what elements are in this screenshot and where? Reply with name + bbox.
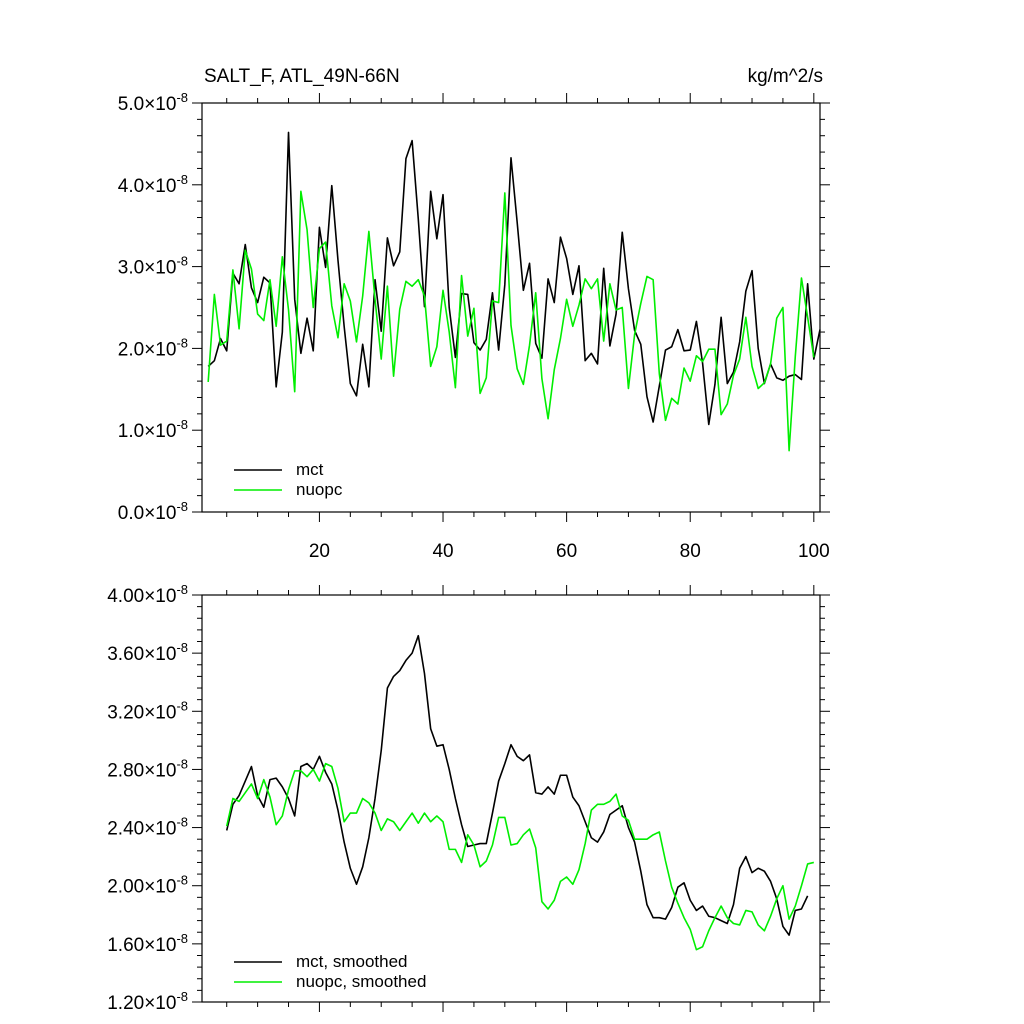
series-line-mct: [207, 131, 821, 426]
y-tick-times: ×10: [144, 760, 176, 781]
y-tick-label: 1.20×10-8: [107, 989, 188, 1014]
y-tick-times: ×10: [144, 258, 176, 279]
x-tick-label: 100: [798, 541, 830, 562]
y-tick-exponent: -8: [176, 417, 188, 432]
y-tick-mantissa: 3.60: [107, 644, 144, 665]
y-tick-label: 0.0×10-8: [118, 499, 188, 524]
y-tick-exponent: -8: [176, 989, 188, 1004]
y-tick-mantissa: 2.40: [107, 819, 144, 840]
top-plot-frame: [201, 102, 821, 513]
y-tick-exponent: -8: [176, 698, 188, 713]
y-tick-exponent: -8: [176, 90, 188, 105]
y-tick-exponent: -8: [176, 815, 188, 830]
y-tick-exponent: -8: [176, 582, 188, 597]
y-tick-mantissa: 2.0: [118, 339, 144, 360]
legend-label: nuopc: [296, 480, 343, 499]
series-line-nuopc: [207, 190, 815, 452]
series-line-nuopc-smoothed: [225, 762, 815, 951]
y-tick-times: ×10: [144, 586, 176, 607]
legend-label: nuopc, smoothed: [296, 972, 426, 991]
top-series-lines: [207, 131, 821, 452]
y-tick-times: ×10: [144, 702, 176, 723]
y-tick-mantissa: 1.20: [107, 993, 144, 1014]
y-tick-label: 2.40×10-8: [107, 815, 188, 840]
x-tick-label: 80: [680, 541, 701, 562]
x-tick-label: 20: [309, 541, 330, 562]
top-ticks: [192, 93, 830, 522]
y-tick-label: 3.0×10-8: [118, 254, 188, 279]
y-tick-exponent: -8: [176, 499, 188, 514]
y-tick-times: ×10: [144, 993, 176, 1014]
top-panel: SALT_F, ATL_49N-66N kg/m^2/s 0.0×10-81.0…: [118, 66, 830, 562]
y-tick-label: 2.0×10-8: [118, 335, 188, 360]
legend-label: mct, smoothed: [296, 952, 408, 971]
y-tick-times: ×10: [144, 176, 176, 197]
y-tick-label: 4.0×10-8: [118, 172, 188, 197]
y-tick-mantissa: 5.0: [118, 94, 144, 115]
y-tick-label: 4.00×10-8: [107, 582, 188, 607]
y-tick-exponent: -8: [176, 172, 188, 187]
y-tick-exponent: -8: [176, 931, 188, 946]
top-title-left: SALT_F, ATL_49N-66N: [204, 66, 400, 87]
y-tick-label: 3.60×10-8: [107, 640, 188, 665]
y-tick-exponent: -8: [176, 756, 188, 771]
y-tick-mantissa: 1.0: [118, 421, 144, 442]
x-tick-label: 40: [432, 541, 453, 562]
y-tick-label: 5.0×10-8: [118, 90, 188, 115]
y-tick-times: ×10: [144, 935, 176, 956]
top-x-tick-labels: 20 40 60 80 100: [309, 541, 830, 562]
y-tick-mantissa: 0.0: [118, 503, 144, 524]
y-tick-label: 2.80×10-8: [107, 756, 188, 781]
y-tick-label: 1.60×10-8: [107, 931, 188, 956]
legend-label: mct: [296, 460, 324, 479]
y-tick-mantissa: 2.80: [107, 760, 144, 781]
bottom-plot-frame: [201, 594, 821, 1003]
y-tick-times: ×10: [144, 644, 176, 665]
y-tick-exponent: -8: [176, 335, 188, 350]
y-tick-times: ×10: [144, 94, 176, 115]
y-tick-mantissa: 1.60: [107, 935, 144, 956]
x-tick-label: 60: [556, 541, 577, 562]
series-line-mct-smoothed: [225, 634, 809, 936]
y-tick-label: 1.0×10-8: [118, 417, 188, 442]
y-tick-label: 2.00×10-8: [107, 873, 188, 898]
top-title-units: kg/m^2/s: [748, 66, 823, 87]
y-tick-exponent: -8: [176, 254, 188, 269]
bottom-ticks: [192, 585, 830, 1012]
y-tick-mantissa: 3.0: [118, 258, 144, 279]
y-tick-label: 3.20×10-8: [107, 698, 188, 723]
top-y-tick-labels: 0.0×10-81.0×10-82.0×10-83.0×10-84.0×10-8…: [118, 90, 188, 524]
y-tick-times: ×10: [144, 421, 176, 442]
y-tick-mantissa: 4.0: [118, 176, 144, 197]
y-tick-times: ×10: [144, 339, 176, 360]
bottom-y-tick-labels: 1.20×10-81.60×10-82.00×10-82.40×10-82.80…: [107, 582, 188, 1014]
bottom-series-lines: [225, 634, 815, 951]
y-tick-mantissa: 3.20: [107, 702, 144, 723]
y-tick-times: ×10: [144, 877, 176, 898]
y-tick-times: ×10: [144, 819, 176, 840]
y-tick-mantissa: 4.00: [107, 586, 144, 607]
y-tick-exponent: -8: [176, 640, 188, 655]
y-tick-times: ×10: [144, 503, 176, 524]
bottom-panel: 1.20×10-81.60×10-82.00×10-82.40×10-82.80…: [107, 582, 830, 1014]
y-tick-exponent: -8: [176, 873, 188, 888]
y-tick-mantissa: 2.00: [107, 877, 144, 898]
